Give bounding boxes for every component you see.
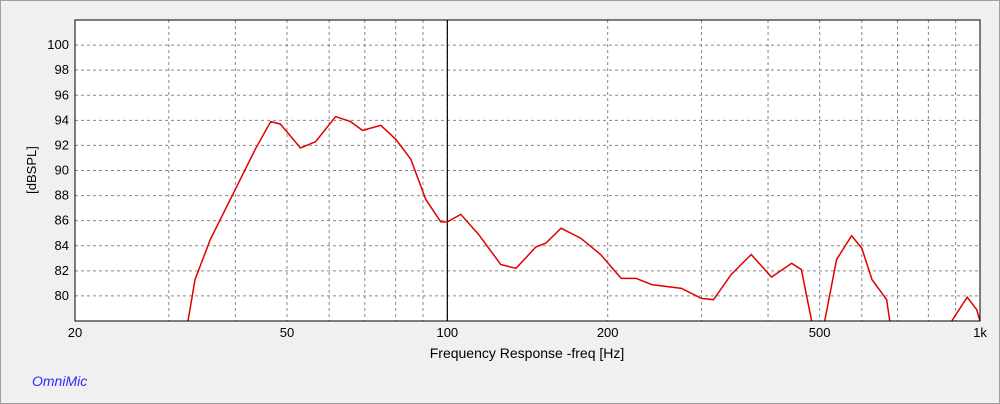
x-tick-label: 500: [809, 325, 831, 340]
y-tick-label: 88: [55, 188, 69, 203]
y-tick-label: 92: [55, 137, 69, 152]
y-tick-label: 98: [55, 62, 69, 77]
grid: [74, 20, 981, 321]
y-axis-label: [dBSPL]: [24, 146, 39, 194]
x-tick-label: 20: [68, 325, 82, 340]
plot-border: [74, 19, 981, 322]
y-tick-label: 80: [55, 288, 69, 303]
y-tick-label: 84: [55, 238, 69, 253]
y-tick-label: 96: [55, 87, 69, 102]
response-curve: [187, 115, 980, 321]
x-axis-label: Frequency Response -freq [Hz]: [430, 345, 625, 361]
y-tick-label: 94: [55, 112, 69, 127]
y-tick-label: 100: [47, 37, 69, 52]
x-tick-label: 1k: [973, 325, 987, 340]
brand-label: OmniMic: [32, 373, 87, 389]
x-tick-label: 100: [436, 325, 458, 340]
y-tick-label: 90: [55, 163, 69, 178]
y-tick-label: 86: [55, 213, 69, 228]
series-layer: [187, 115, 980, 321]
y-tick-label: 82: [55, 263, 69, 278]
x-tick-label: 50: [280, 325, 294, 340]
x-tick-label: 200: [597, 325, 619, 340]
